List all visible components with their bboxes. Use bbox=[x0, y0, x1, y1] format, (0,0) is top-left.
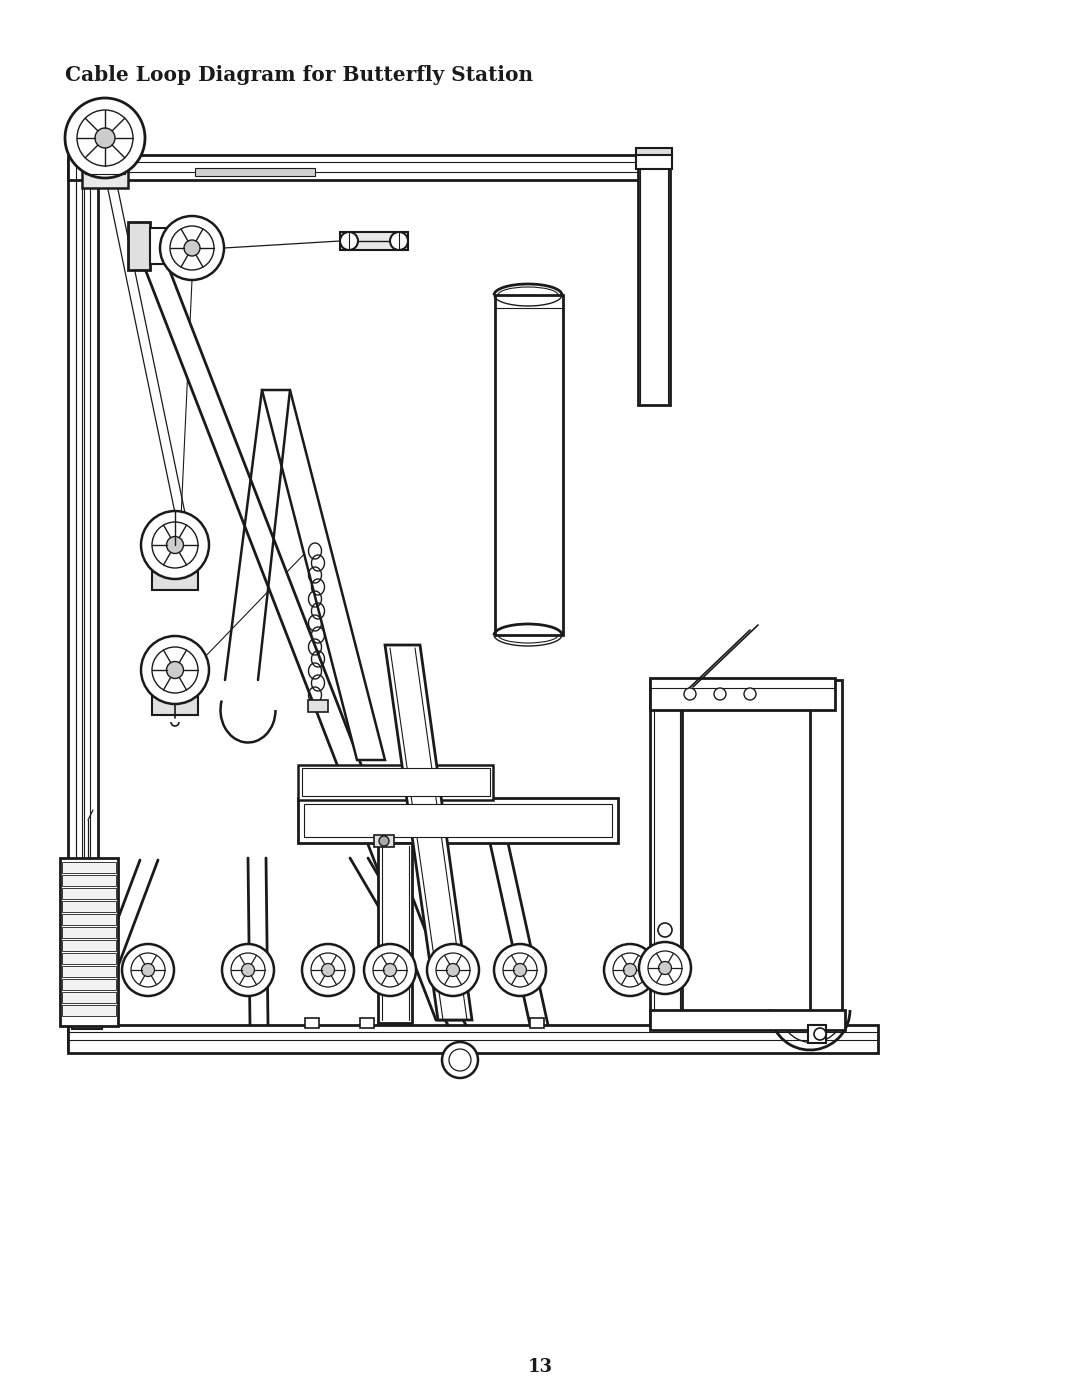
Circle shape bbox=[373, 953, 407, 988]
Bar bbox=[808, 1025, 826, 1044]
Circle shape bbox=[383, 964, 396, 977]
Circle shape bbox=[322, 964, 335, 977]
Bar bbox=[62, 992, 116, 1003]
Bar bbox=[68, 155, 648, 180]
Bar bbox=[495, 295, 563, 636]
Bar bbox=[302, 768, 490, 796]
Circle shape bbox=[166, 662, 184, 679]
Circle shape bbox=[494, 944, 546, 996]
Bar bbox=[650, 680, 681, 1025]
Circle shape bbox=[658, 953, 672, 967]
Circle shape bbox=[222, 944, 274, 996]
Circle shape bbox=[658, 923, 672, 937]
Bar bbox=[650, 1010, 845, 1030]
Circle shape bbox=[311, 953, 345, 988]
Bar bbox=[305, 1018, 319, 1028]
Circle shape bbox=[604, 944, 656, 996]
Text: Cable Loop Diagram for Butterfly Station: Cable Loop Diagram for Butterfly Station bbox=[65, 66, 534, 85]
Text: 13: 13 bbox=[527, 1358, 553, 1376]
Bar bbox=[195, 168, 315, 176]
Circle shape bbox=[379, 835, 389, 847]
Circle shape bbox=[427, 944, 480, 996]
Circle shape bbox=[613, 953, 647, 988]
Circle shape bbox=[639, 942, 691, 995]
Circle shape bbox=[170, 226, 214, 270]
Bar bbox=[62, 965, 116, 977]
Bar bbox=[62, 901, 116, 912]
Circle shape bbox=[231, 953, 265, 988]
Circle shape bbox=[744, 687, 756, 700]
Bar bbox=[62, 875, 116, 886]
Bar bbox=[62, 862, 116, 873]
Circle shape bbox=[152, 647, 198, 693]
Bar bbox=[72, 1016, 102, 1030]
Bar bbox=[62, 914, 116, 925]
Circle shape bbox=[95, 129, 114, 148]
Bar bbox=[308, 700, 328, 712]
Bar bbox=[152, 697, 198, 715]
Circle shape bbox=[364, 944, 416, 996]
Circle shape bbox=[814, 1028, 826, 1039]
Bar bbox=[374, 835, 394, 847]
Bar bbox=[82, 170, 129, 189]
Bar bbox=[68, 1025, 878, 1053]
Circle shape bbox=[77, 110, 133, 166]
Bar bbox=[360, 1018, 374, 1028]
Circle shape bbox=[340, 232, 357, 250]
Circle shape bbox=[449, 1049, 471, 1071]
Bar bbox=[690, 1018, 704, 1028]
Bar bbox=[340, 232, 408, 250]
Circle shape bbox=[141, 511, 210, 578]
Bar bbox=[636, 155, 672, 169]
Circle shape bbox=[446, 964, 459, 977]
Circle shape bbox=[623, 964, 636, 977]
Bar bbox=[378, 842, 411, 1023]
Circle shape bbox=[242, 964, 255, 977]
Circle shape bbox=[714, 687, 726, 700]
Bar bbox=[638, 155, 670, 405]
Bar bbox=[62, 1004, 116, 1016]
Bar bbox=[530, 1018, 544, 1028]
Circle shape bbox=[166, 536, 184, 553]
Bar bbox=[152, 571, 198, 590]
Bar bbox=[150, 228, 166, 264]
Polygon shape bbox=[262, 390, 384, 760]
Circle shape bbox=[184, 240, 200, 256]
Bar bbox=[303, 805, 612, 837]
Circle shape bbox=[65, 98, 145, 177]
Circle shape bbox=[648, 951, 681, 985]
Circle shape bbox=[684, 687, 696, 700]
Bar bbox=[62, 940, 116, 951]
Bar bbox=[129, 222, 150, 270]
Circle shape bbox=[131, 953, 165, 988]
Bar bbox=[636, 148, 672, 158]
Bar bbox=[810, 680, 842, 1025]
Bar bbox=[62, 888, 116, 900]
Circle shape bbox=[513, 964, 527, 977]
Circle shape bbox=[152, 522, 198, 569]
Bar bbox=[298, 766, 492, 800]
Circle shape bbox=[503, 953, 537, 988]
Circle shape bbox=[141, 636, 210, 704]
Circle shape bbox=[442, 1042, 478, 1078]
Polygon shape bbox=[130, 231, 460, 1020]
Bar bbox=[60, 858, 118, 1025]
Bar bbox=[62, 953, 116, 964]
Circle shape bbox=[390, 232, 408, 250]
Circle shape bbox=[141, 964, 154, 977]
Bar bbox=[62, 979, 116, 990]
Bar bbox=[68, 161, 98, 1051]
Circle shape bbox=[659, 961, 672, 975]
Circle shape bbox=[122, 944, 174, 996]
Bar bbox=[650, 678, 835, 710]
Bar bbox=[298, 798, 618, 842]
Polygon shape bbox=[384, 645, 472, 1020]
Circle shape bbox=[160, 217, 224, 279]
Bar bbox=[62, 928, 116, 937]
Circle shape bbox=[436, 953, 470, 988]
Circle shape bbox=[302, 944, 354, 996]
